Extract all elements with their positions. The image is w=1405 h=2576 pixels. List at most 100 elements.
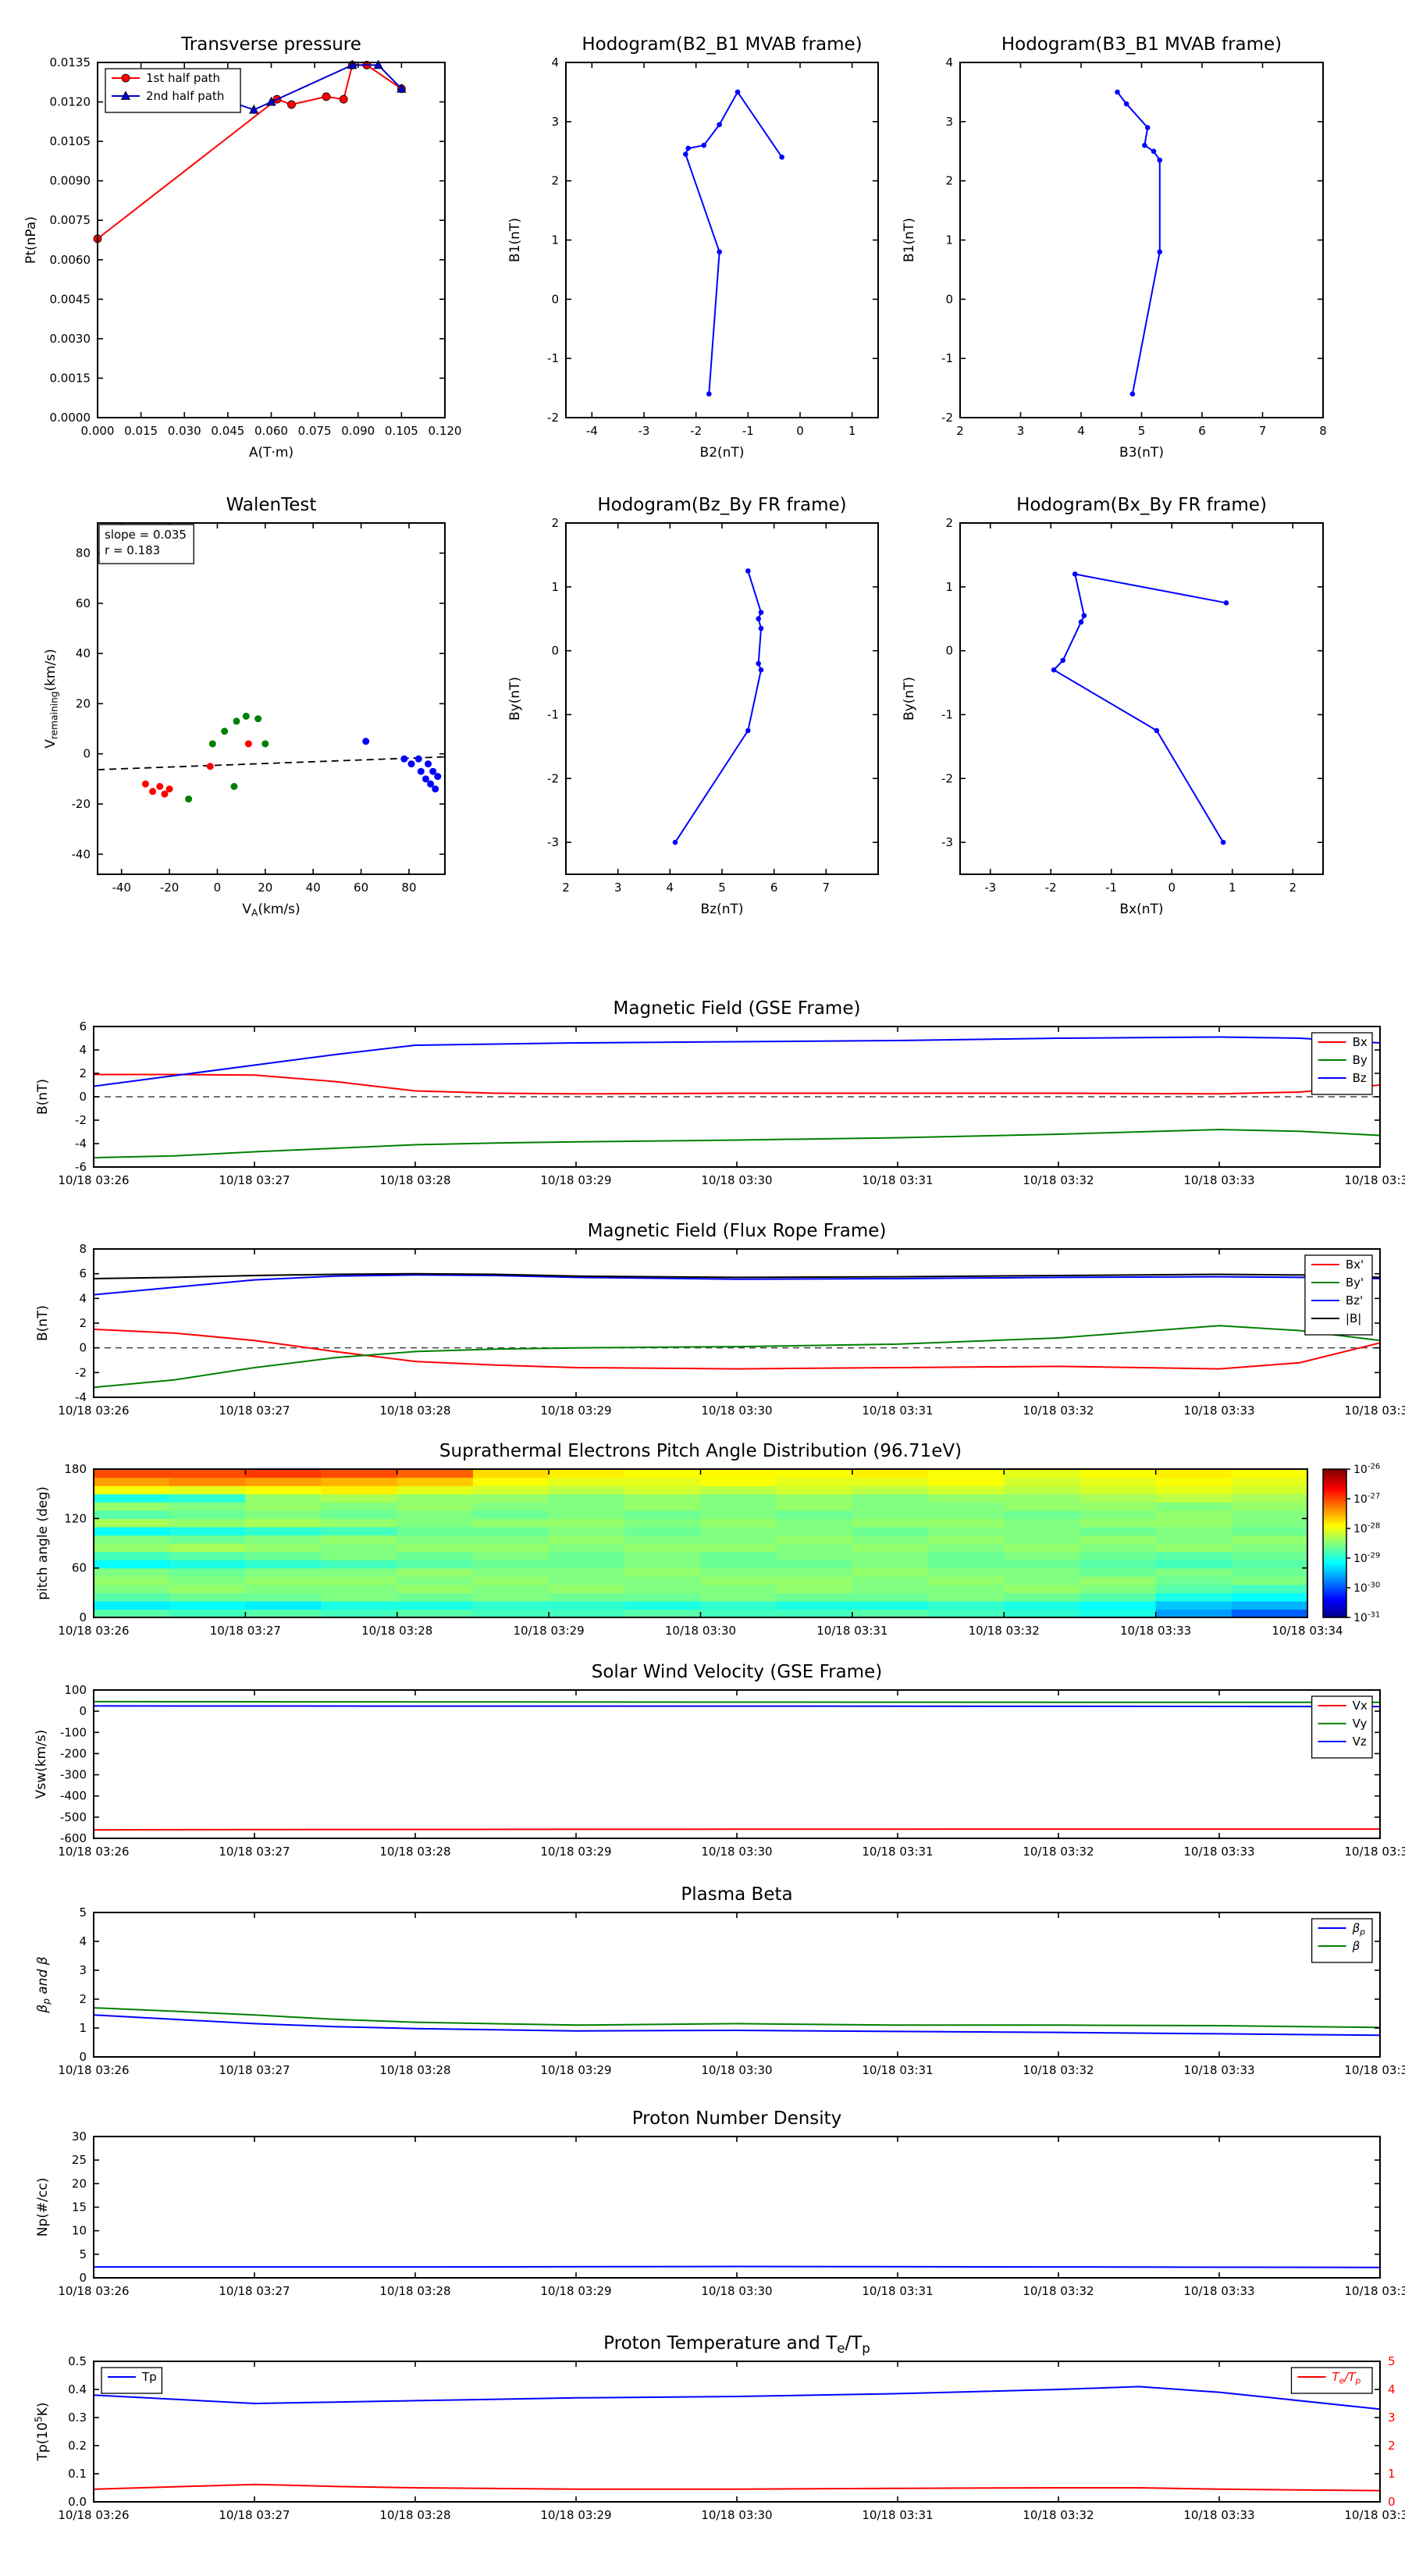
svg-text:2: 2 <box>945 174 953 188</box>
svg-text:-2: -2 <box>75 1365 87 1379</box>
svg-text:0.105: 0.105 <box>385 424 418 438</box>
svg-text:Hodogram(Bz_By FR frame): Hodogram(Bz_By FR frame) <box>597 495 846 515</box>
svg-text:-2: -2 <box>690 424 702 438</box>
svg-text:Proton Temperature and Te/Tp: Proton Temperature and Te/Tp <box>603 2333 870 2356</box>
svg-text:Bz: Bz <box>1353 1071 1367 1085</box>
svg-text:40: 40 <box>76 646 91 660</box>
svg-text:0: 0 <box>79 1341 87 1355</box>
svg-text:10-28: 10-28 <box>1353 1522 1380 1535</box>
svg-text:By(nT): By(nT) <box>902 677 917 720</box>
svg-text:10/18 03:33: 10/18 03:33 <box>1183 1173 1254 1187</box>
svg-text:Solar Wind Velocity (GSE Frame: Solar Wind Velocity (GSE Frame) <box>592 1662 882 1682</box>
svg-text:Tp: Tp <box>141 2370 157 2384</box>
svg-text:B3(nT): B3(nT) <box>1119 445 1164 461</box>
svg-text:10-27: 10-27 <box>1353 1493 1380 1506</box>
panel-solar-wind-velocity: 10/18 03:26 10/18 03:27 10/18 03:28 10/18 0… <box>34 1662 1405 1859</box>
svg-text:0.030: 0.030 <box>168 424 201 438</box>
panel-magnetic-field-flux-rope: 10/18 03:26 10/18 03:27 10/18 03:28 10/18 0… <box>35 1221 1405 1418</box>
svg-text:-40: -40 <box>72 847 91 861</box>
svg-text:80: 80 <box>76 546 91 560</box>
svg-text:-200: -200 <box>60 1746 87 1760</box>
svg-text:10/18 03:27: 10/18 03:27 <box>219 1404 290 1418</box>
svg-text:0: 0 <box>796 424 804 438</box>
svg-text:10/18 03:29: 10/18 03:29 <box>540 1404 611 1418</box>
svg-text:3: 3 <box>945 115 953 129</box>
svg-text:0.0135: 0.0135 <box>50 55 91 69</box>
svg-text:By': By' <box>1346 1276 1364 1290</box>
svg-text:0.0: 0.0 <box>68 2495 87 2509</box>
svg-text:10/18 03:30: 10/18 03:30 <box>701 1845 772 1859</box>
svg-text:-3: -3 <box>547 835 559 849</box>
svg-text:1: 1 <box>551 233 559 247</box>
svg-text:Vy: Vy <box>1353 1717 1368 1731</box>
svg-text:4: 4 <box>79 1043 87 1057</box>
svg-text:Np(#/cc): Np(#/cc) <box>35 2178 51 2236</box>
svg-text:20: 20 <box>76 696 91 710</box>
svg-text:1: 1 <box>945 580 953 594</box>
svg-text:10/18 03:28: 10/18 03:28 <box>379 2508 450 2522</box>
svg-text:Vx: Vx <box>1353 1699 1368 1713</box>
panel-hodogram-b3-b1: 2 3 4 5 6 7 8 -2 -1 0 1 2 3 4 Hodogram(B3_B1 MVAB fram… <box>902 34 1327 461</box>
svg-text:-1: -1 <box>941 707 953 721</box>
svg-text:4: 4 <box>551 55 559 69</box>
svg-text:0.3: 0.3 <box>68 2411 87 2425</box>
svg-text:0.0060: 0.0060 <box>50 253 91 267</box>
svg-text:60: 60 <box>72 1561 87 1575</box>
svg-text:6: 6 <box>1198 424 1206 438</box>
svg-text:10/18 03:32: 10/18 03:32 <box>1023 1845 1094 1859</box>
svg-text:10/18 03:27: 10/18 03:27 <box>219 2508 290 2522</box>
svg-text:10/18 03:31: 10/18 03:31 <box>816 1624 887 1638</box>
svg-text:2: 2 <box>551 174 559 188</box>
svg-text:25: 25 <box>72 2153 87 2167</box>
svg-text:10/18 03:28: 10/18 03:28 <box>361 1624 432 1638</box>
svg-text:0.0075: 0.0075 <box>50 213 91 227</box>
svg-text:-1: -1 <box>547 351 559 365</box>
svg-text:20: 20 <box>258 881 272 895</box>
svg-text:0: 0 <box>79 1610 87 1624</box>
svg-text:Bx(nT): Bx(nT) <box>1119 902 1163 917</box>
svg-text:βp and β: βp and β <box>35 1956 52 2013</box>
svg-text:6: 6 <box>79 1267 87 1281</box>
svg-text:Te/Tp: Te/Tp <box>1332 2370 1361 2386</box>
svg-text:0: 0 <box>79 2271 87 2285</box>
svg-text:VA(km/s): VA(km/s) <box>242 902 300 919</box>
svg-text:4: 4 <box>945 55 953 69</box>
svg-text:1: 1 <box>945 233 953 247</box>
svg-text:10/18 03:31: 10/18 03:31 <box>862 1845 933 1859</box>
svg-text:60: 60 <box>76 596 91 610</box>
svg-text:10/18 03:34: 10/18 03:34 <box>1344 1845 1405 1859</box>
svg-text:B1(nT): B1(nT) <box>902 218 917 262</box>
svg-text:0: 0 <box>83 747 91 761</box>
svg-text:-20: -20 <box>72 797 91 811</box>
svg-text:3: 3 <box>1017 424 1025 438</box>
svg-text:0: 0 <box>79 1090 87 1104</box>
svg-text:1: 1 <box>1388 2467 1396 2481</box>
panel-walen-test: -40 -20 0 20 40 60 80 -40 -20 0 20 40 60 80 WalenTest V… <box>43 495 446 919</box>
svg-text:10/18 03:30: 10/18 03:30 <box>701 1173 772 1187</box>
svg-text:-300: -300 <box>60 1768 87 1782</box>
svg-text:10: 10 <box>72 2224 87 2238</box>
svg-text:1: 1 <box>79 2021 87 2035</box>
svg-text:Vz: Vz <box>1353 1735 1367 1749</box>
svg-text:5: 5 <box>79 1905 87 1920</box>
svg-text:Transverse pressure: Transverse pressure <box>180 34 361 55</box>
svg-text:2: 2 <box>79 1066 87 1080</box>
svg-text:WalenTest: WalenTest <box>226 495 317 515</box>
svg-text:1: 1 <box>1229 881 1236 895</box>
svg-text:0.0105: 0.0105 <box>50 134 91 148</box>
svg-text:8: 8 <box>79 1242 87 1256</box>
svg-text:2: 2 <box>551 516 559 530</box>
svg-text:pitch angle (deg): pitch angle (deg) <box>35 1486 51 1600</box>
svg-text:10/18 03:26: 10/18 03:26 <box>58 1173 129 1187</box>
svg-text:By(nT): By(nT) <box>507 677 523 720</box>
svg-text:10/18 03:30: 10/18 03:30 <box>701 2508 772 2522</box>
svg-text:4: 4 <box>79 1934 87 1948</box>
svg-text:Hodogram(B2_B1 MVAB frame): Hodogram(B2_B1 MVAB frame) <box>582 34 862 55</box>
svg-text:0.060: 0.060 <box>254 424 288 438</box>
svg-text:Magnetic Field (Flux Rope Fram: Magnetic Field (Flux Rope Frame) <box>588 1221 887 1241</box>
svg-text:0: 0 <box>79 1704 87 1718</box>
svg-text:180: 180 <box>64 1462 87 1476</box>
svg-text:0.5: 0.5 <box>68 2354 87 2368</box>
panel-hodogram-bx-by: -3 -2 -1 0 1 2 -3 -2 -1 0 1 2 Hodogram(Bx_By FR fram… <box>902 495 1324 917</box>
svg-text:10-30: 10-30 <box>1353 1582 1380 1595</box>
